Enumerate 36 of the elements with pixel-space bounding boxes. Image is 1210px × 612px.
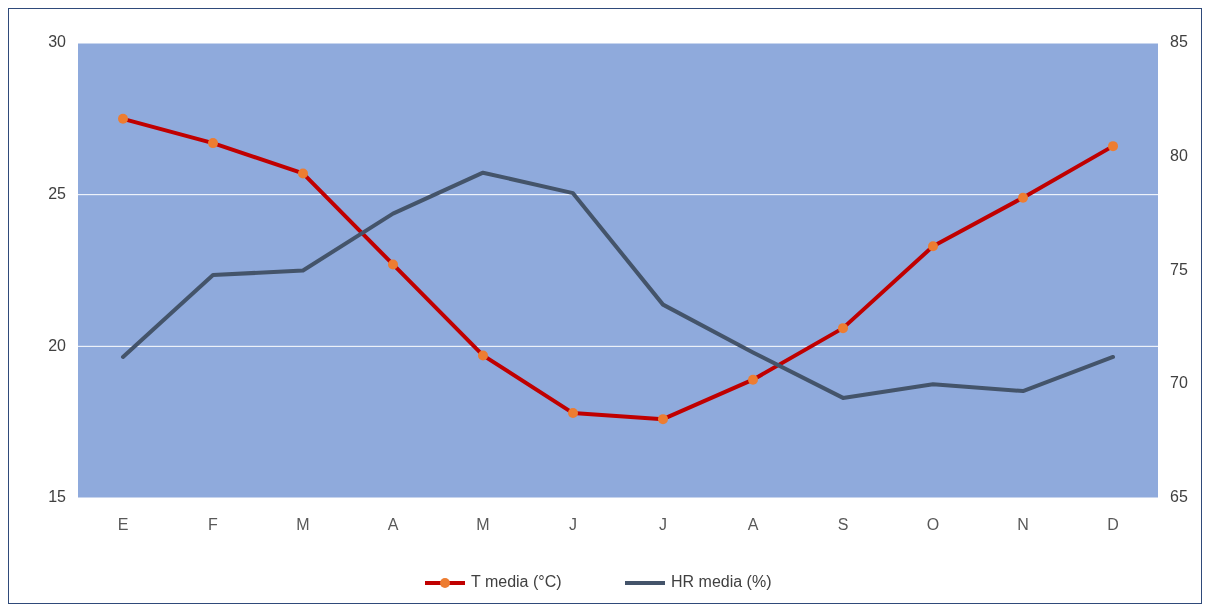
y2-tick-label: 70	[1170, 374, 1188, 392]
x-tick-label: D	[1107, 516, 1119, 533]
x-tick-label: A	[387, 516, 399, 533]
x-tick-label: N	[1017, 516, 1029, 533]
y2-tick-label: 65	[1170, 488, 1188, 506]
point	[118, 113, 128, 124]
x-tick-label: J	[659, 516, 667, 533]
point	[838, 323, 848, 334]
y-tick-label: 20	[48, 336, 67, 354]
x-tick-label: F	[208, 516, 219, 533]
point	[478, 350, 488, 361]
y2-tick-label: 80	[1170, 146, 1188, 164]
x-tick-label: M	[296, 516, 310, 533]
x-tick-label: S	[837, 516, 849, 533]
legend-label: HR media (%)	[671, 573, 772, 591]
point	[1108, 141, 1118, 152]
point	[928, 241, 938, 252]
x-tick-label: J	[569, 516, 577, 533]
point	[388, 259, 398, 270]
y-tick-label: 15	[48, 488, 67, 506]
point	[208, 138, 218, 149]
y-tick-label: 25	[48, 184, 67, 202]
y2-tick-label: 85	[1170, 33, 1188, 51]
x-tick-label: E	[117, 516, 129, 533]
point	[658, 414, 668, 425]
line-series	[121, 170, 1115, 400]
x-tick-label: O	[926, 516, 940, 533]
y2-tick-label: 75	[1170, 260, 1188, 278]
y-tick-label: 30	[48, 33, 67, 51]
point	[568, 408, 578, 419]
x-tick-label: A	[747, 516, 759, 533]
legend-label: T media (°C)	[471, 573, 562, 591]
point	[1018, 192, 1028, 203]
point	[298, 168, 308, 179]
point	[748, 374, 758, 385]
x-tick-label: M	[476, 516, 490, 533]
